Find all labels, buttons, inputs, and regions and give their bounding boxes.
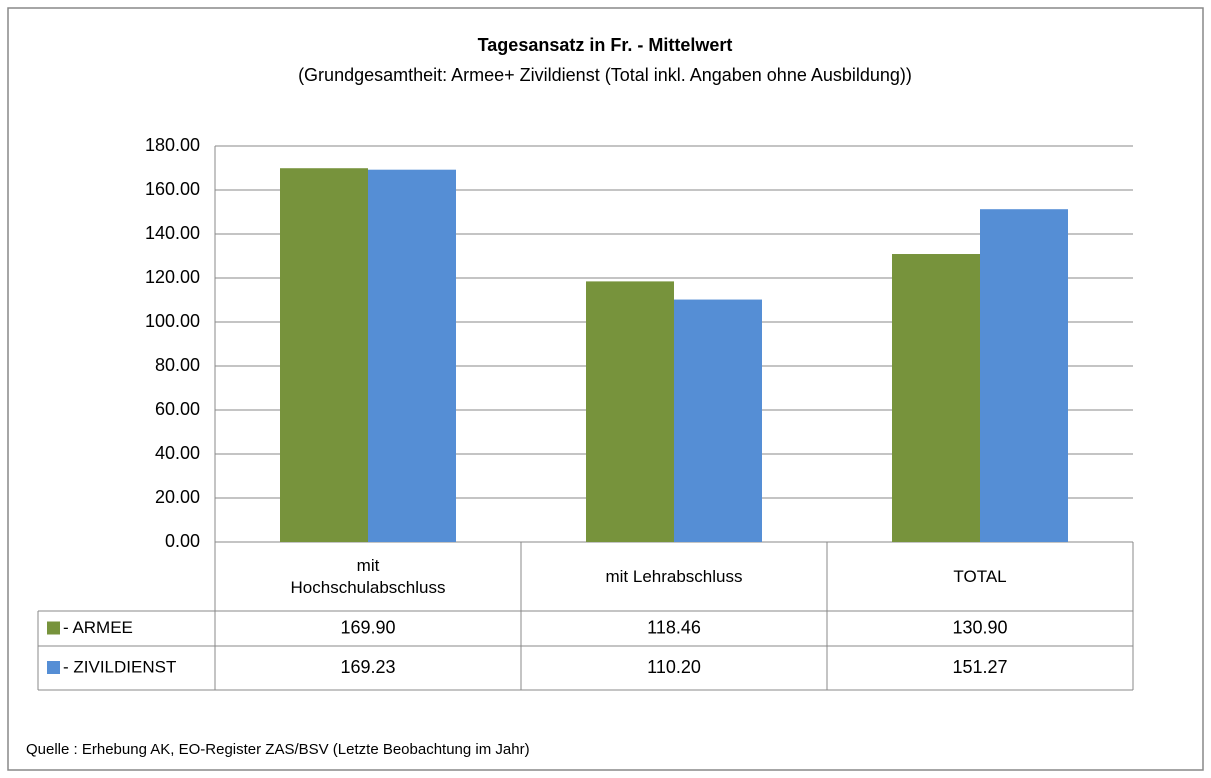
chart-subtitle: (Grundgesamtheit: Armee+ Zivildienst (To… bbox=[298, 65, 912, 85]
x-tick-label: TOTAL bbox=[827, 542, 1133, 611]
data-table-value: 169.90 bbox=[340, 617, 395, 637]
x-tick-label: mit Lehrabschluss bbox=[521, 542, 827, 611]
y-tick-label: 180.00 bbox=[145, 135, 200, 155]
category-text: mit Lehrabschluss bbox=[605, 566, 743, 586]
bar bbox=[586, 281, 674, 542]
data-table-value: 151.27 bbox=[952, 657, 1007, 677]
y-tick-label: 0.00 bbox=[165, 531, 200, 551]
y-tick-label: 120.00 bbox=[145, 267, 200, 287]
source-note: Quelle : Erhebung AK, EO-Register ZAS/BS… bbox=[26, 741, 530, 758]
y-tick-label: 80.00 bbox=[155, 355, 200, 375]
data-table-value: 110.20 bbox=[647, 657, 701, 677]
chart-title: Tagesansatz in Fr. - Mittelwert bbox=[478, 35, 733, 55]
data-table-value: 130.90 bbox=[952, 617, 1007, 637]
y-tick-label: 40.00 bbox=[155, 443, 200, 463]
y-tick-label: 160.00 bbox=[145, 179, 200, 199]
category-text: TOTAL bbox=[953, 566, 1007, 586]
legend-label: - ARMEE bbox=[63, 618, 133, 637]
bar bbox=[280, 168, 368, 542]
y-tick-label: 100.00 bbox=[145, 311, 200, 331]
data-table-value: 169.23 bbox=[340, 657, 395, 677]
bar bbox=[980, 209, 1068, 542]
bar bbox=[368, 169, 456, 542]
bar bbox=[892, 254, 980, 542]
legend-swatch bbox=[47, 661, 60, 674]
legend-swatch bbox=[47, 621, 60, 635]
category-text: mit Hochschulabschluss bbox=[290, 555, 446, 597]
y-tick-label: 60.00 bbox=[155, 399, 200, 419]
data-table-value: 118.46 bbox=[647, 617, 701, 637]
legend-label: - ZIVILDIENST bbox=[63, 657, 176, 676]
y-tick-label: 20.00 bbox=[155, 487, 200, 507]
y-tick-label: 140.00 bbox=[145, 223, 200, 243]
bar bbox=[674, 299, 762, 542]
x-tick-label: mit Hochschulabschluss bbox=[215, 542, 521, 611]
